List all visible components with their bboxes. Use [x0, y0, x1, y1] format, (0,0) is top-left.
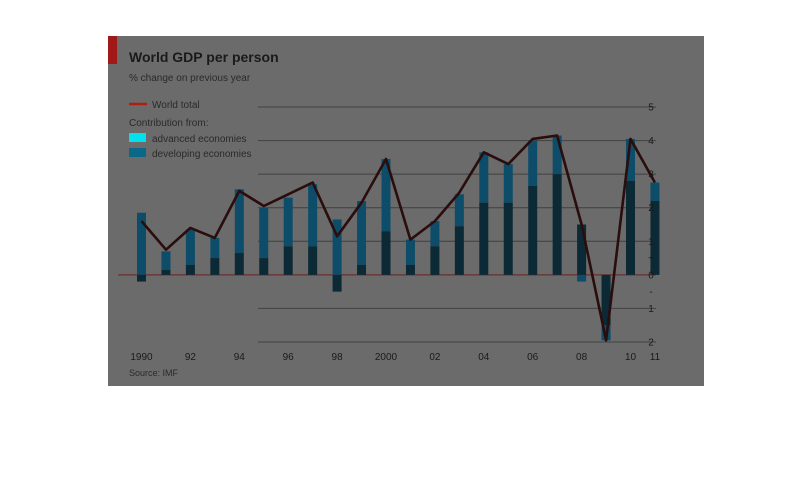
- bar-developing-2009: [601, 274, 611, 326]
- x-tick-label: 92: [185, 352, 197, 363]
- bars: [137, 135, 660, 341]
- chart-panel: 5 4 3 2 1 +0-1 2 1990 92 94 96 98 2000 02 04 06 08 10 11 …: [108, 36, 704, 386]
- y-tick-label: 2: [648, 203, 654, 214]
- bar-developing-2007: [552, 174, 562, 275]
- bar-developing-2005: [503, 202, 513, 275]
- bar-advanced-1993: [210, 237, 220, 259]
- bar-developing-1999: [357, 264, 367, 275]
- x-tick-label: 02: [429, 352, 441, 363]
- y-tick-label: -: [649, 287, 652, 298]
- legend-developing-economies: developing economies: [152, 149, 252, 160]
- world-total-line: [140, 134, 657, 342]
- x-tick-label: 11: [650, 352, 661, 363]
- bar-developing-1997: [308, 246, 318, 275]
- x-tick-label: 06: [527, 352, 539, 363]
- x-tick-label: 08: [576, 352, 588, 363]
- world-total-line-group: [140, 134, 657, 342]
- bar-developing-1995: [259, 258, 269, 275]
- bar-developing-1996: [283, 246, 293, 275]
- y-tick-label: 5: [648, 103, 654, 114]
- bar-developing-1993: [210, 258, 220, 275]
- bar-advanced-2007: [552, 135, 562, 175]
- x-tick-label: 10: [625, 352, 637, 363]
- bar-developing-2008: [577, 224, 587, 275]
- bar-advanced-1994: [234, 189, 244, 254]
- bar-developing-1994: [234, 253, 244, 275]
- bar-advanced-1999: [357, 201, 367, 265]
- bar-developing-1992: [185, 264, 195, 275]
- chart-title: World GDP per person: [129, 49, 279, 65]
- bar-developing-2006: [528, 185, 538, 275]
- bar-advanced-2000: [381, 159, 391, 232]
- legend-world-total: World total: [152, 100, 200, 111]
- bar-advanced-2003: [454, 194, 464, 227]
- bar-advanced-2006: [528, 140, 538, 186]
- bar-developing-1998: [332, 274, 342, 292]
- legend-heading: Contribution from:: [129, 118, 208, 129]
- legend-advanced-swatch: [129, 133, 146, 142]
- bar-developing-2000: [381, 231, 391, 275]
- y-tick-label: 0: [648, 270, 654, 281]
- bar-developing-2004: [479, 202, 489, 275]
- bar-developing-2002: [430, 246, 440, 275]
- x-tick-label: 1990: [130, 352, 153, 363]
- x-tick-label: 04: [478, 352, 490, 363]
- x-tick-label: 94: [234, 352, 246, 363]
- bar-developing-2001: [405, 264, 415, 275]
- bar-advanced-2005: [503, 164, 513, 203]
- bar-advanced-2010: [626, 138, 635, 181]
- bar-advanced-1990: [137, 212, 146, 275]
- bar-advanced-2002: [430, 221, 440, 247]
- bar-developing-1990: [137, 274, 146, 282]
- bar-developing-1991: [161, 269, 171, 275]
- legend-developing-swatch: [129, 148, 146, 157]
- y-axis-ticks: 5 4 3 2 1 +0 - 1 2: [648, 103, 654, 349]
- y-tick-label: 1: [648, 237, 654, 248]
- y-tick-label: 3: [648, 170, 654, 181]
- x-tick-label: 2000: [375, 352, 398, 363]
- chart-subtitle: % change on previous year: [129, 73, 251, 84]
- x-tick-label: 98: [332, 352, 344, 363]
- y-tick-label: 4: [648, 136, 654, 147]
- x-axis-ticks: 1990 92 94 96 98 2000 02 04 06 08 10 11: [130, 352, 660, 363]
- y-tick-label: 2: [648, 338, 654, 349]
- bar-advanced-1995: [259, 207, 269, 259]
- bar-advanced-2001: [405, 239, 415, 265]
- bar-advanced-2008: [577, 274, 587, 282]
- bar-advanced-1998: [332, 219, 342, 275]
- bar-developing-2011: [650, 201, 660, 275]
- y-tick-label: 1: [648, 304, 654, 315]
- legend-advanced-economies: advanced economies: [152, 134, 247, 145]
- corner-marker: [108, 36, 117, 64]
- bar-advanced-1992: [185, 229, 195, 265]
- bar-advanced-1996: [283, 197, 293, 247]
- chart-source: Source: IMF: [129, 368, 179, 378]
- bar-developing-2003: [454, 226, 464, 275]
- y-tick-label: +: [648, 254, 654, 265]
- bar-advanced-1997: [308, 184, 318, 247]
- x-tick-label: 96: [283, 352, 295, 363]
- bar-advanced-2011: [650, 182, 660, 201]
- bar-advanced-2004: [479, 152, 489, 203]
- bar-developing-2010: [626, 180, 635, 275]
- bar-advanced-1991: [161, 251, 171, 270]
